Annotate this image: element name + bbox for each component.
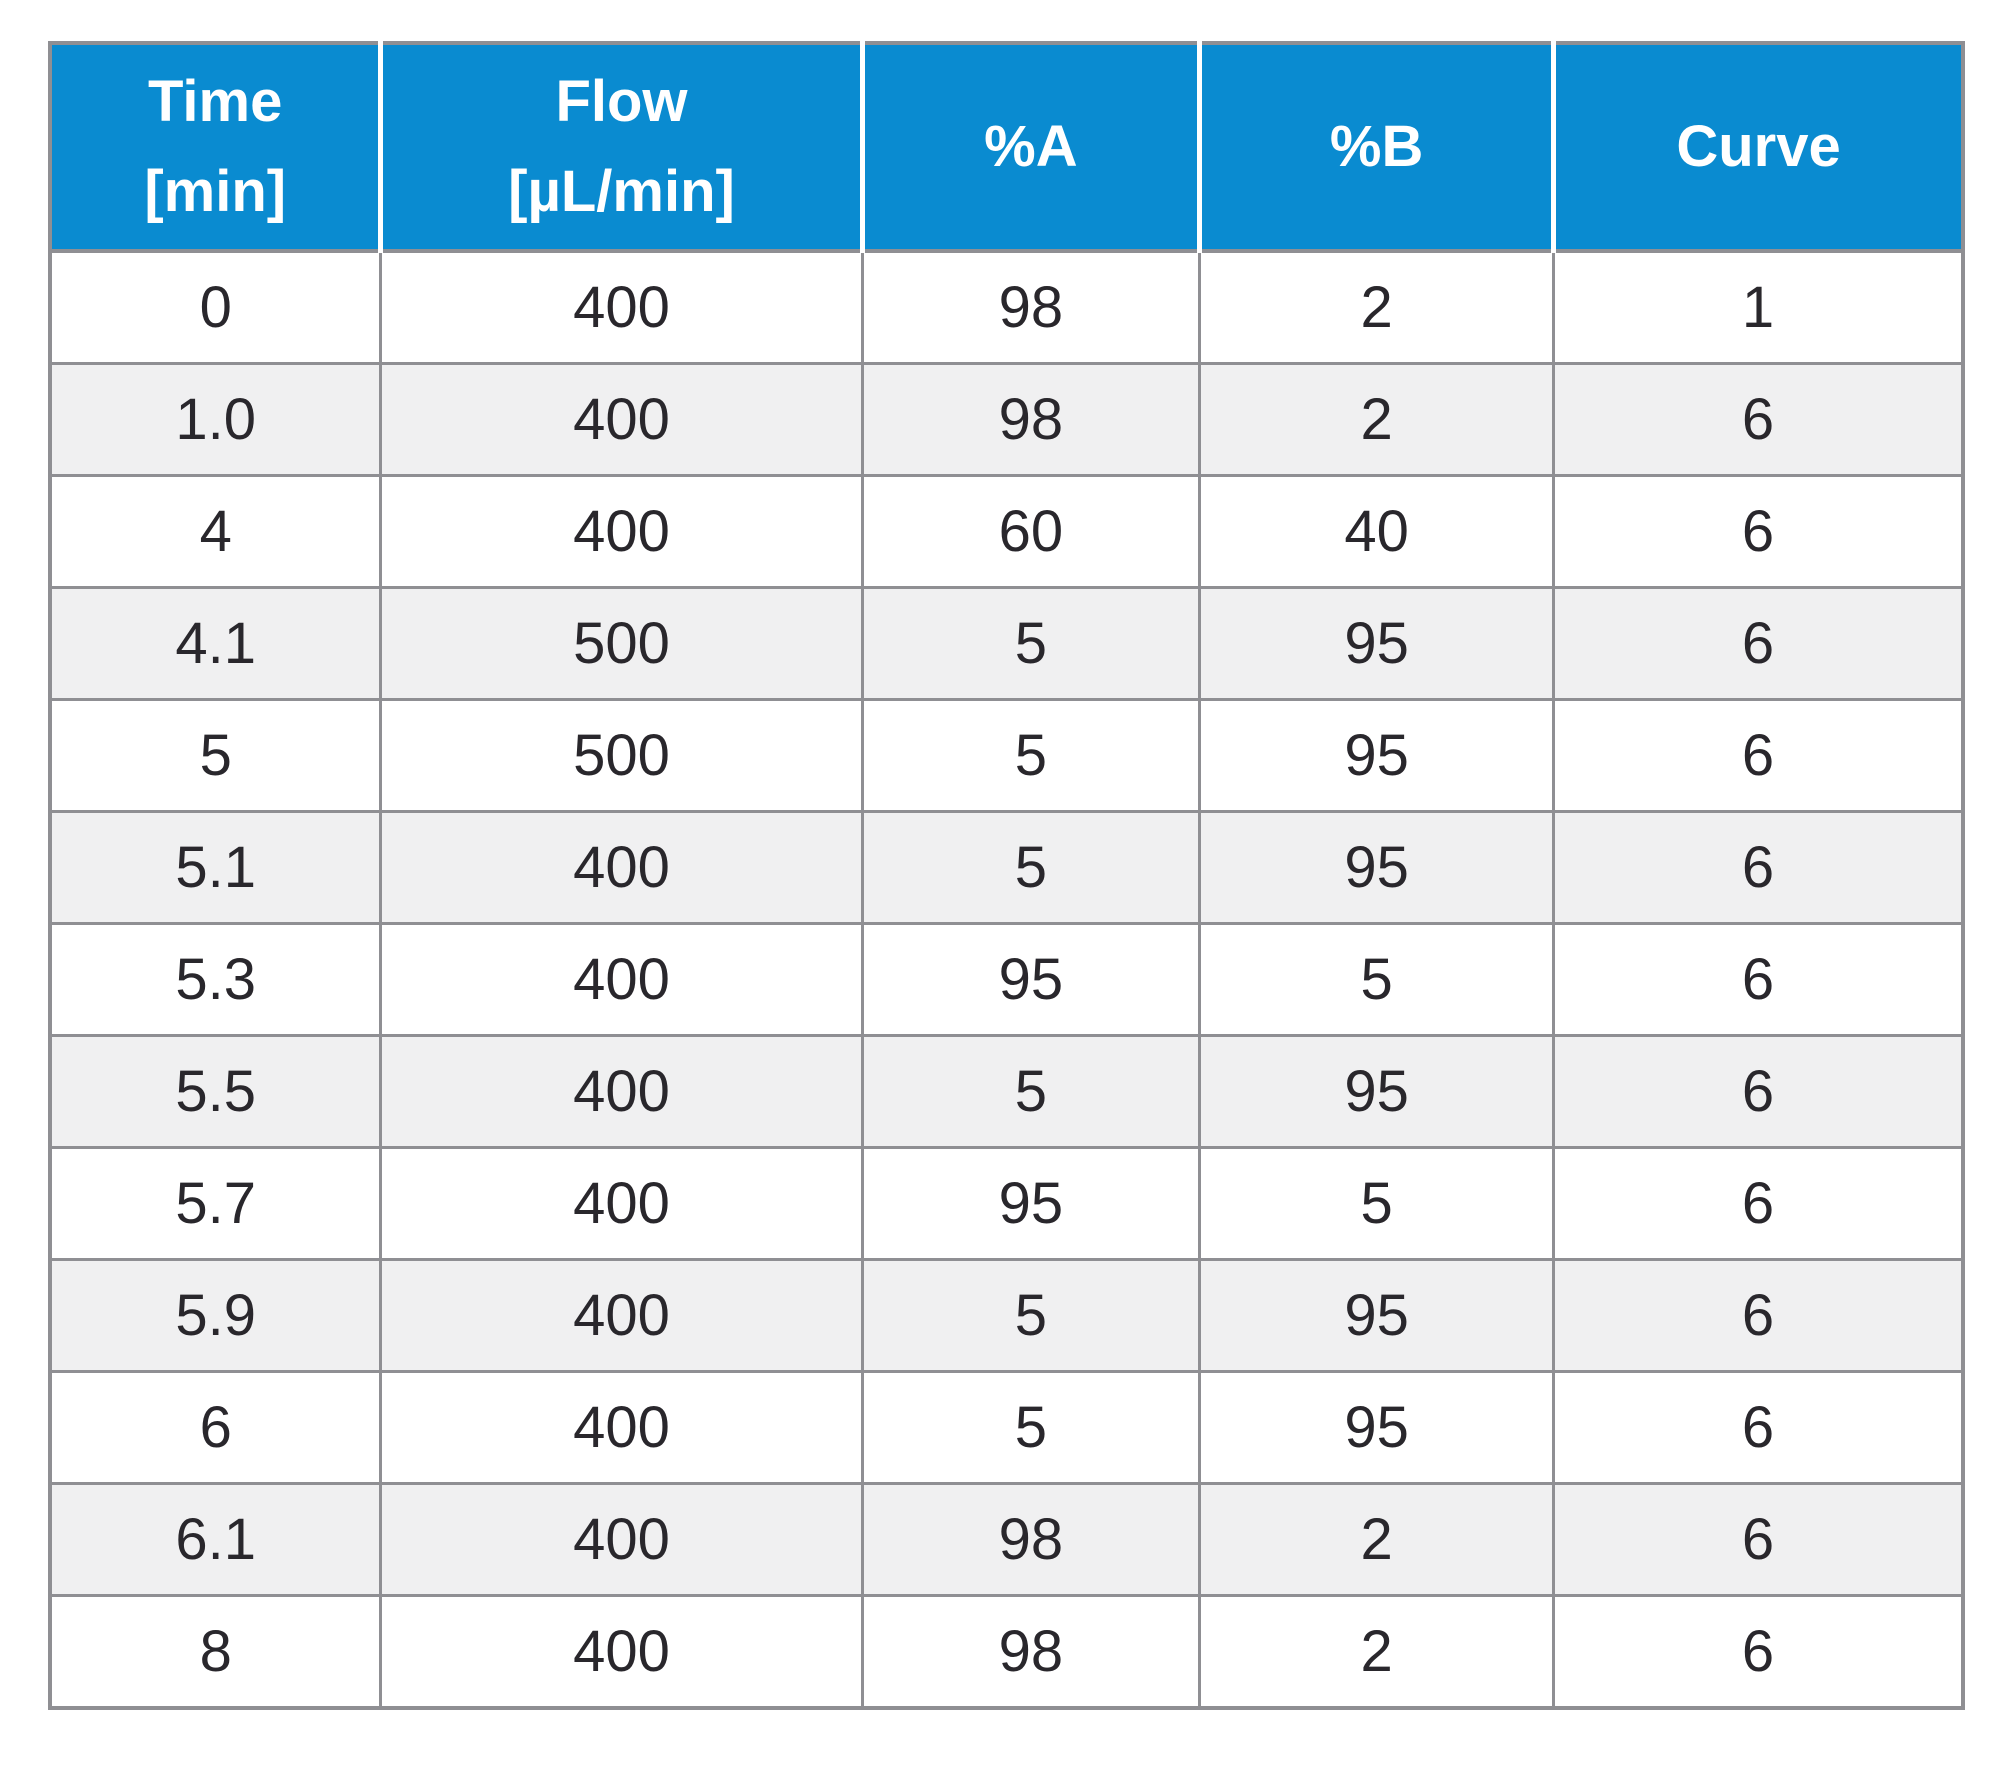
table-cell: 95	[1198, 698, 1556, 813]
table-cell: 5.3	[48, 922, 383, 1037]
table-cell: 5.7	[48, 1146, 383, 1261]
table-cell: 6	[1552, 474, 1966, 589]
table-row: 5.1 400 5 95 6	[48, 810, 1966, 925]
table-cell: 2	[1198, 1594, 1556, 1710]
table-row: 8 400 98 2 6	[48, 1594, 1966, 1710]
table-cell: 6	[1552, 362, 1966, 477]
table-cell: 500	[379, 586, 864, 701]
table-cell: 1	[1552, 249, 1966, 365]
table-row: 1.0 400 98 2 6	[48, 362, 1966, 477]
table-cell: 95	[1198, 810, 1556, 925]
column-header-percent-a: %A	[859, 41, 1200, 253]
table-cell: 5	[48, 698, 383, 813]
table-cell: 95	[1198, 1370, 1556, 1485]
table-cell: 2	[1198, 249, 1556, 365]
table-cell: 5	[860, 698, 1202, 813]
table-cell: 6.1	[48, 1482, 383, 1597]
header-row: Time [min] Flow [µL/min] %A %B Curve	[48, 41, 1966, 253]
table-cell: 5.9	[48, 1258, 383, 1373]
table-row: 5.7 400 95 5 6	[48, 1146, 1966, 1261]
table-cell: 400	[379, 1594, 864, 1710]
table-row: 5.3 400 95 5 6	[48, 922, 1966, 1037]
table-cell: 98	[860, 249, 1202, 365]
table-cell: 5	[860, 810, 1202, 925]
table-cell: 6	[1552, 922, 1966, 1037]
table-cell: 5	[860, 1258, 1202, 1373]
table-header: Time [min] Flow [µL/min] %A %B Curve	[48, 41, 1966, 253]
table-cell: 5	[1198, 1146, 1556, 1261]
table-row: 5.9 400 5 95 6	[48, 1258, 1966, 1373]
table-cell: 400	[379, 1034, 864, 1149]
table-cell: 6	[1552, 698, 1966, 813]
table-cell: 400	[379, 922, 864, 1037]
table-row: 5 500 5 95 6	[48, 698, 1966, 813]
table-cell: 6	[1552, 1258, 1966, 1373]
table-cell: 95	[1198, 1034, 1556, 1149]
table-cell: 5	[860, 1370, 1202, 1485]
table-cell: 60	[860, 474, 1202, 589]
table-cell: 6	[48, 1370, 383, 1485]
table-cell: 8	[48, 1594, 383, 1710]
table-row: 4 400 60 40 6	[48, 474, 1966, 589]
table-cell: 2	[1198, 1482, 1556, 1597]
table-cell: 6	[1552, 586, 1966, 701]
table-cell: 6	[1552, 1146, 1966, 1261]
table-cell: 400	[379, 1482, 864, 1597]
table-cell: 500	[379, 698, 864, 813]
table-cell: 400	[379, 474, 864, 589]
table-row: 6.1 400 98 2 6	[48, 1482, 1966, 1597]
column-header-time: Time [min]	[48, 41, 381, 253]
table-cell: 95	[860, 922, 1202, 1037]
table-cell: 400	[379, 1258, 864, 1373]
table-cell: 6	[1552, 1594, 1966, 1710]
table-cell: 6	[1552, 810, 1966, 925]
table-cell: 6	[1552, 1370, 1966, 1485]
table-cell: 6	[1552, 1482, 1966, 1597]
table-cell: 5	[860, 1034, 1202, 1149]
table-cell: 95	[860, 1146, 1202, 1261]
table-cell: 98	[860, 362, 1202, 477]
table-cell: 95	[1198, 1258, 1556, 1373]
table-cell: 4	[48, 474, 383, 589]
table-cell: 98	[860, 1594, 1202, 1710]
table-row: 0 400 98 2 1	[48, 249, 1966, 365]
table-cell: 400	[379, 1146, 864, 1261]
table-body: 0 400 98 2 1 1.0 400 98 2 6 4 400 60 40 6 4.1 500 5 95 6 5 50…	[48, 249, 1966, 1710]
table-cell: 6	[1552, 1034, 1966, 1149]
table-cell: 0	[48, 249, 383, 365]
column-header-flow: Flow [µL/min]	[378, 41, 863, 253]
table-cell: 98	[860, 1482, 1202, 1597]
table-cell: 2	[1198, 362, 1556, 477]
table-cell: 400	[379, 249, 864, 365]
table-row: 5.5 400 5 95 6	[48, 1034, 1966, 1149]
table-cell: 5.5	[48, 1034, 383, 1149]
table-cell: 400	[379, 362, 864, 477]
table-cell: 5	[1198, 922, 1556, 1037]
gradient-table: Time [min] Flow [µL/min] %A %B Curve 0 40…	[48, 41, 1966, 1710]
table-row: 6 400 5 95 6	[48, 1370, 1966, 1485]
table-cell: 400	[379, 1370, 864, 1485]
table-cell: 4.1	[48, 586, 383, 701]
column-header-percent-b: %B	[1197, 41, 1554, 253]
table-cell: 95	[1198, 586, 1556, 701]
table-cell: 40	[1198, 474, 1556, 589]
table-cell: 5	[860, 586, 1202, 701]
table-cell: 400	[379, 810, 864, 925]
table-cell: 5.1	[48, 810, 383, 925]
column-header-curve: Curve	[1551, 41, 1966, 253]
table-cell: 1.0	[48, 362, 383, 477]
table-row: 4.1 500 5 95 6	[48, 586, 1966, 701]
